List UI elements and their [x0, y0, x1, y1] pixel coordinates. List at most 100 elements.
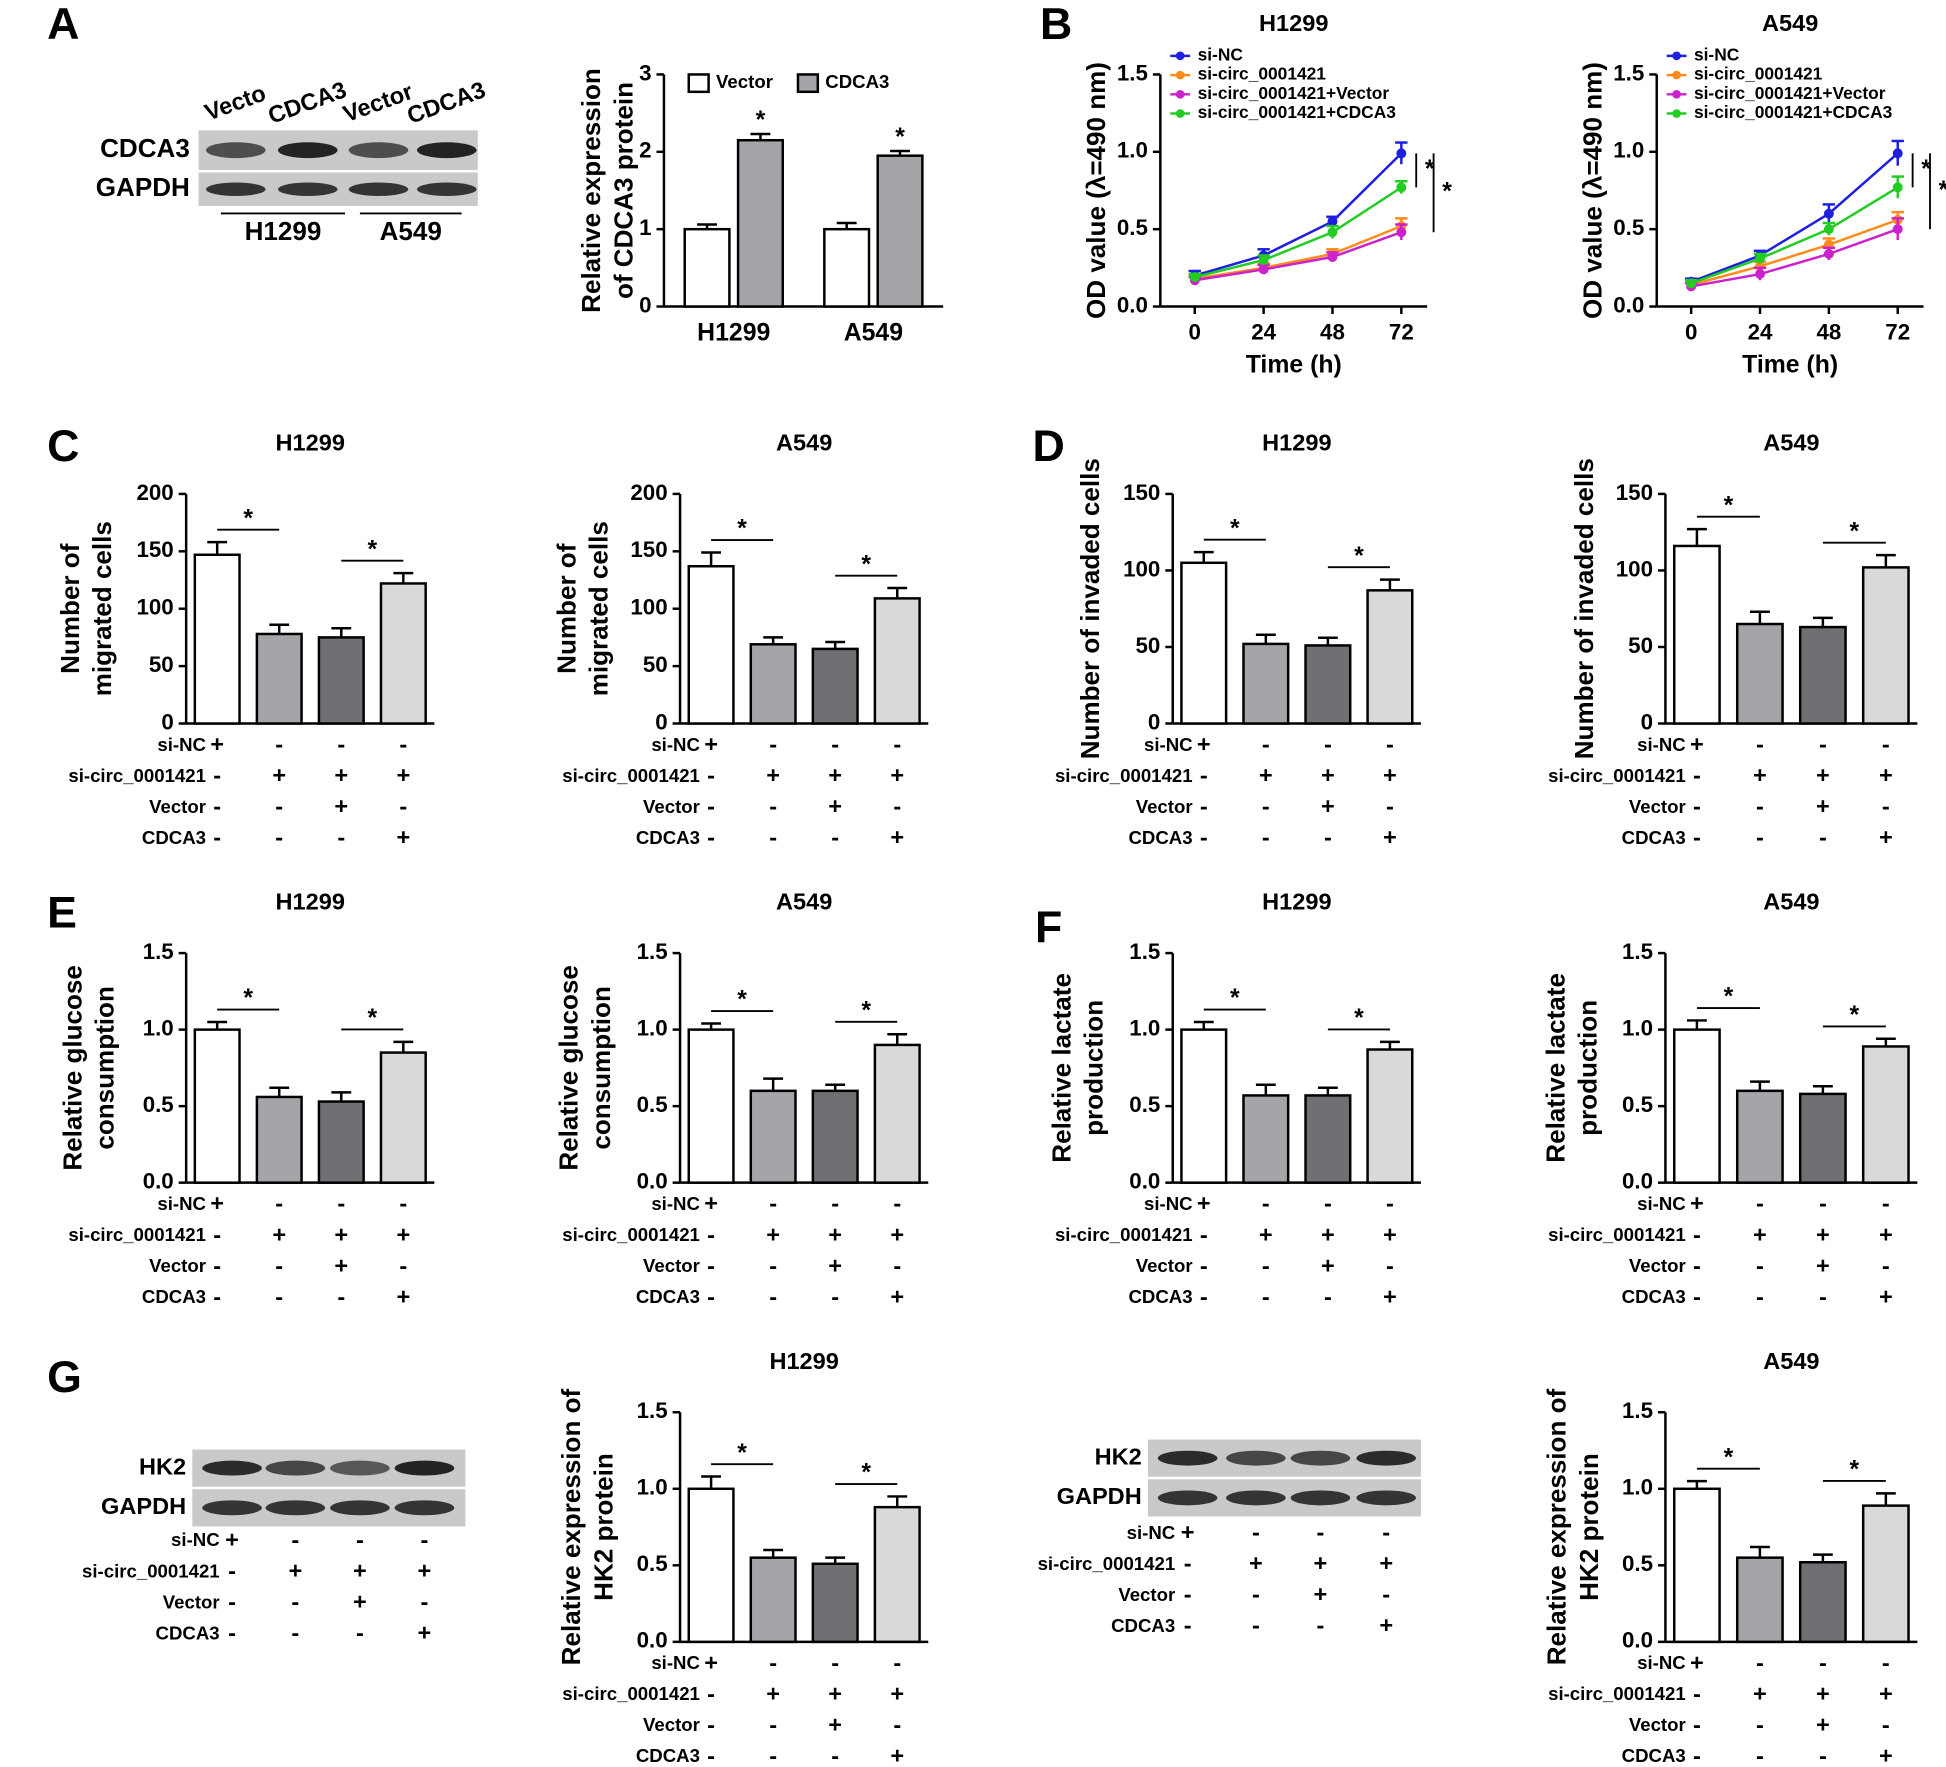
chart-title: H1299 — [769, 1348, 838, 1374]
legend-label: si-circ_0001421+Vector — [1198, 83, 1390, 103]
bar — [749, 1556, 797, 1644]
blot-band — [1157, 1490, 1218, 1506]
treatment-sign: - — [769, 1252, 777, 1278]
treatment-sign: + — [334, 762, 348, 788]
treatment-label: si-circ_0001421 — [68, 765, 206, 786]
bar — [255, 632, 303, 725]
treatment-sign: - — [1200, 1283, 1208, 1309]
bar — [749, 643, 797, 725]
blot-band — [1356, 1490, 1416, 1506]
y-axis-label: HK2 protein — [588, 1453, 618, 1601]
treatment-sign: - — [707, 1742, 715, 1767]
y-tick-label: 50 — [1135, 633, 1160, 658]
data-point — [1396, 148, 1407, 159]
treatment-sign: + — [1816, 1711, 1830, 1737]
treatment-sign: - — [275, 1252, 283, 1278]
blot-band — [348, 182, 409, 196]
y-tick-label: 0.5 — [1613, 215, 1644, 240]
treatment-sign: - — [1882, 1252, 1890, 1278]
bar — [823, 227, 871, 308]
treatment-sign: - — [356, 1620, 364, 1646]
treatment-label: si-NC — [651, 734, 700, 755]
treatment-sign: - — [275, 793, 283, 819]
treatment-sign: + — [890, 1221, 904, 1247]
treatment-sign: + — [225, 1527, 239, 1553]
y-tick-label: 0.5 — [1129, 1092, 1160, 1117]
treatment-sign: - — [769, 1190, 777, 1216]
bar — [317, 1100, 365, 1184]
treatment-sign: + — [1259, 762, 1273, 788]
treatment-sign: + — [1753, 1680, 1767, 1706]
treatment-sign: - — [831, 824, 839, 850]
treatment-sign: - — [1324, 824, 1332, 850]
panel-letter: F — [1035, 904, 1062, 953]
treatment-sign: + — [1879, 1221, 1893, 1247]
treatment-sign: - — [1693, 1252, 1701, 1278]
treatment-sign: + — [1379, 1612, 1393, 1638]
y-axis-label: of CDCA3 protein — [608, 82, 638, 299]
treatment-label: si-circ_0001421 — [562, 1683, 700, 1704]
series-line — [1194, 231, 1402, 282]
y-tick-label: 0.0 — [637, 1169, 668, 1194]
series-line — [1690, 218, 1899, 287]
y-tick-label: 0.0 — [1622, 1628, 1653, 1653]
bar — [1798, 1092, 1847, 1184]
bar — [379, 582, 427, 725]
treatment-sign: - — [291, 1620, 299, 1646]
series-line — [1690, 152, 1899, 283]
y-tick-label: 0.0 — [1117, 292, 1148, 317]
treatment-sign: + — [396, 824, 410, 850]
treatment-sign: - — [707, 1252, 715, 1278]
y-tick-label: 50 — [1628, 633, 1653, 658]
treatment-sign: - — [1882, 793, 1890, 819]
treatment-sign: - — [1316, 1519, 1324, 1545]
treatment-sign: - — [707, 1283, 715, 1309]
blot-band — [1290, 1490, 1351, 1506]
significance-star: * — [737, 987, 747, 1014]
treatment-label: CDCA3 — [1128, 827, 1192, 848]
significance-star: * — [1354, 543, 1364, 570]
legend-marker — [1672, 70, 1681, 80]
data-point — [1258, 255, 1269, 266]
figure-content: A BC DE FGCDCA3GAPDHVectoCDCA3VectorCDCA3H1… — [47, 0, 1946, 1767]
y-axis-label: migrated cells — [584, 521, 614, 696]
treatment-sign: - — [1756, 1283, 1764, 1309]
bar — [1735, 1089, 1784, 1184]
legend-label: si-circ_0001421+CDCA3 — [1198, 102, 1397, 122]
data-point — [1327, 252, 1338, 262]
treatment-sign: + — [1816, 1221, 1830, 1247]
y-tick-label: 1.5 — [143, 939, 174, 964]
treatment-sign: - — [275, 1283, 283, 1309]
data-point — [1823, 248, 1834, 259]
data-point — [1327, 227, 1338, 238]
treatment-sign: - — [1756, 1190, 1764, 1216]
band-label: GAPDH — [1057, 1483, 1142, 1509]
treatment-label: Vector — [1629, 1255, 1686, 1276]
series-line — [1690, 186, 1899, 285]
blot-band — [394, 1500, 455, 1516]
treatment-sign: - — [213, 1252, 221, 1278]
treatment-label: Vector — [643, 1255, 700, 1276]
bar — [1242, 642, 1290, 725]
treatment-sign: + — [1321, 793, 1335, 819]
treatment-sign: - — [769, 1283, 777, 1309]
treatment-sign: - — [1386, 1190, 1394, 1216]
y-axis-label: migrated cells — [87, 521, 117, 696]
legend-label: si-NC — [1198, 44, 1244, 64]
treatment-sign: - — [291, 1589, 299, 1615]
treatment-sign: - — [1200, 1221, 1208, 1247]
treatment-sign: - — [707, 762, 715, 788]
legend-marker — [1672, 89, 1681, 99]
treatment-sign: + — [828, 1252, 842, 1278]
treatment-sign: - — [893, 793, 901, 819]
y-tick-label: 1.5 — [1613, 60, 1644, 85]
treatment-sign: - — [1382, 1581, 1390, 1607]
treatment-label: CDCA3 — [636, 827, 700, 848]
treatment-sign: - — [399, 1252, 407, 1278]
treatment-sign: - — [769, 1711, 777, 1737]
treatment-sign: - — [420, 1527, 428, 1553]
treatment-sign: - — [1756, 1711, 1764, 1737]
treatment-sign: - — [213, 824, 221, 850]
band-label: CDCA3 — [100, 133, 190, 163]
